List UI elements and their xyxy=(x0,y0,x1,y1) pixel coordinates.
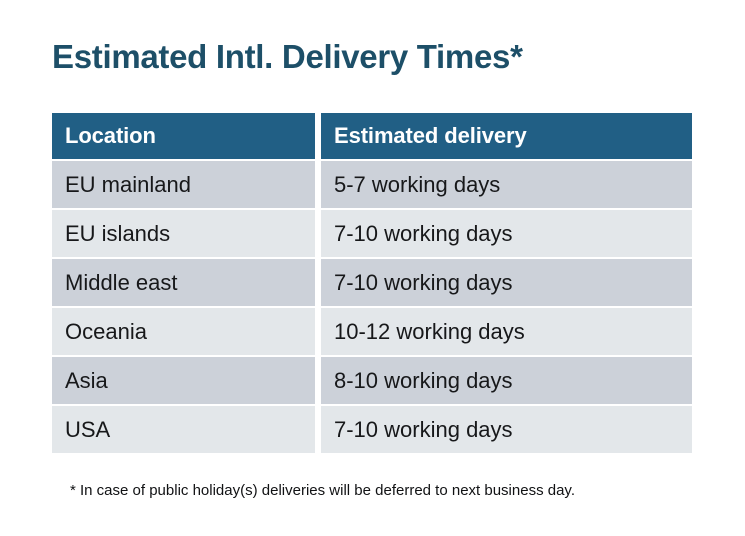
cell-location: USA xyxy=(52,406,315,453)
table-row: USA 7-10 working days xyxy=(52,406,692,453)
table-row: Oceania 10-12 working days xyxy=(52,308,692,355)
delivery-times-table: Location Estimated delivery EU mainland … xyxy=(52,113,692,453)
table-header-row: Location Estimated delivery xyxy=(52,113,692,159)
column-header-location: Location xyxy=(52,113,315,159)
cell-location: Oceania xyxy=(52,308,315,355)
cell-estimated-delivery: 7-10 working days xyxy=(321,259,692,306)
cell-location: EU mainland xyxy=(52,161,315,208)
cell-estimated-delivery: 7-10 working days xyxy=(321,406,692,453)
cell-location: Middle east xyxy=(52,259,315,306)
table-row: EU mainland 5-7 working days xyxy=(52,161,692,208)
cell-estimated-delivery: 10-12 working days xyxy=(321,308,692,355)
cell-estimated-delivery: 8-10 working days xyxy=(321,357,692,404)
page-title: Estimated Intl. Delivery Times* xyxy=(52,38,523,75)
table-row: EU islands 7-10 working days xyxy=(52,210,692,257)
cell-estimated-delivery: 5-7 working days xyxy=(321,161,692,208)
cell-location: EU islands xyxy=(52,210,315,257)
table-row: Asia 8-10 working days xyxy=(52,357,692,404)
column-header-estimated-delivery: Estimated delivery xyxy=(321,113,692,159)
cell-estimated-delivery: 7-10 working days xyxy=(321,210,692,257)
footnote-text: * In case of public holiday(s) deliverie… xyxy=(70,482,575,499)
table-row: Middle east 7-10 working days xyxy=(52,259,692,306)
cell-location: Asia xyxy=(52,357,315,404)
